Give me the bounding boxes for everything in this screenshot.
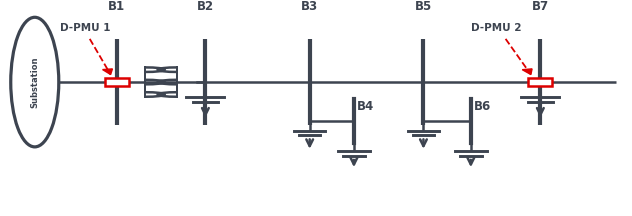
Text: B3: B3: [301, 0, 319, 13]
Text: B1: B1: [108, 0, 126, 13]
Polygon shape: [522, 69, 532, 75]
Text: D-PMU 1: D-PMU 1: [60, 24, 111, 33]
Polygon shape: [102, 69, 112, 75]
Text: B6: B6: [474, 100, 491, 113]
Text: B7: B7: [532, 0, 549, 13]
Bar: [528, 78, 552, 86]
Text: Substation: Substation: [30, 56, 39, 108]
Text: B5: B5: [415, 0, 432, 13]
Text: B4: B4: [357, 100, 374, 113]
Text: D-PMU 2: D-PMU 2: [471, 24, 521, 33]
Text: B2: B2: [197, 0, 214, 13]
Bar: [105, 78, 129, 86]
